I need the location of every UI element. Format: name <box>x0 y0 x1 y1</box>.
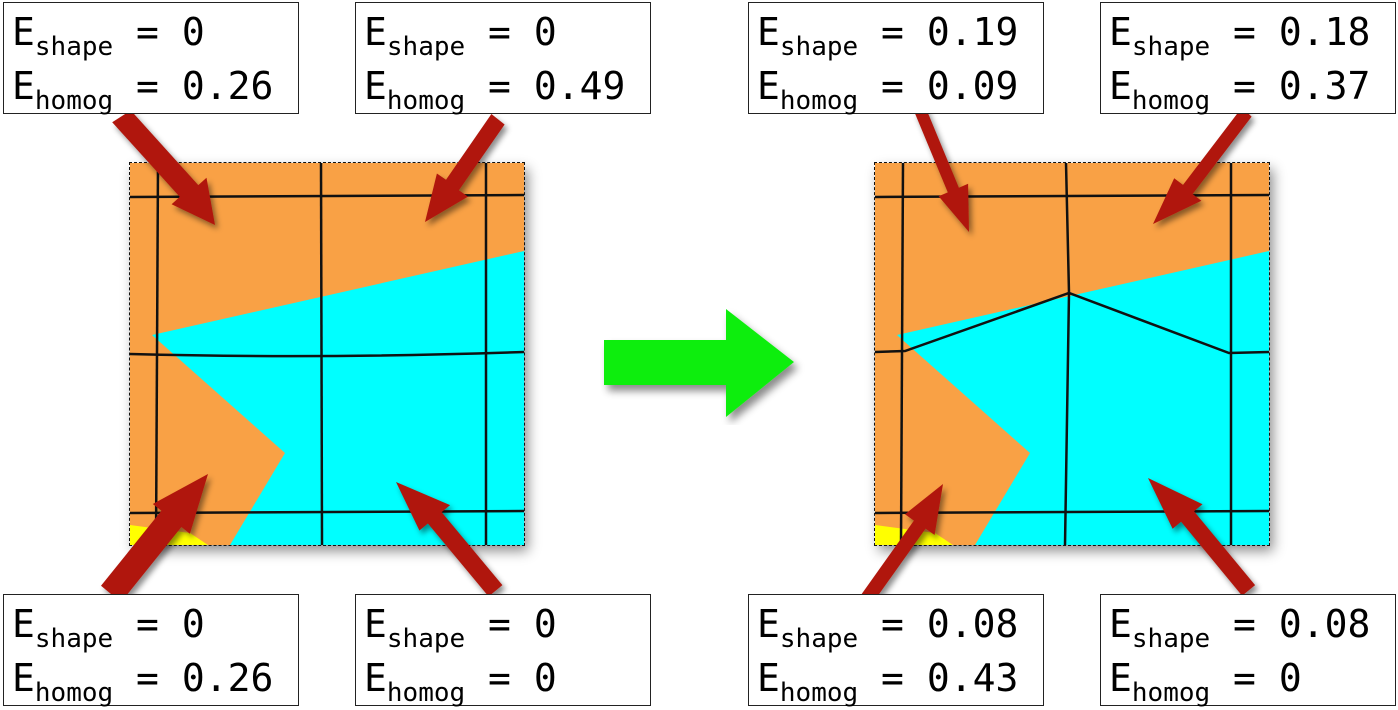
homog-energy-line: Ehomog = 0 <box>364 656 557 708</box>
shape-energy-value: 0 <box>533 602 557 646</box>
energy-box-before-bottom-left: Eshape = 0 Ehomog = 0.26 <box>3 594 299 708</box>
homog-energy-line: Ehomog = 0.49 <box>364 64 626 116</box>
shape-energy-value: 0 <box>533 10 557 54</box>
homog-energy-line: Ehomog = 0.26 <box>12 64 274 116</box>
energy-box-after-top-right: Eshape = 0.18 Ehomog = 0.37 <box>1100 2 1396 116</box>
homog-energy-value: 0.37 <box>1278 64 1371 108</box>
grid-line <box>1063 163 1071 545</box>
grid-line <box>899 163 905 545</box>
energy-box-after-bottom-left: Eshape = 0.08 Ehomog = 0.43 <box>748 594 1044 708</box>
shape-energy-line: Eshape = 0.08 <box>1109 602 1371 654</box>
shape-energy-line: Eshape = 0.18 <box>1109 10 1371 62</box>
cyan-region <box>152 251 524 545</box>
shape-energy-line: Eshape = 0.08 <box>757 602 1019 654</box>
homog-energy-value: 0.43 <box>926 656 1019 700</box>
shape-energy-value: 0.08 <box>1278 602 1371 646</box>
homog-energy-value: 0.26 <box>181 64 274 108</box>
energy-box-after-top-left: Eshape = 0.19 Ehomog = 0.09 <box>748 2 1044 116</box>
shape-energy-line: Eshape = 0 <box>12 10 205 62</box>
homog-energy-line: Ehomog = 0.43 <box>757 656 1019 708</box>
shape-energy-value: 0.19 <box>926 10 1019 54</box>
homog-energy-value: 0.26 <box>181 656 274 700</box>
grid-line <box>319 163 324 545</box>
homog-energy-value: 0.49 <box>533 64 626 108</box>
shape-energy-line: Eshape = 0 <box>364 10 557 62</box>
mesh-after <box>874 162 1270 546</box>
energy-box-before-top-left: Eshape = 0 Ehomog = 0.26 <box>3 2 299 116</box>
shape-energy-line: Eshape = 0 <box>364 602 557 654</box>
homog-energy-line: Ehomog = 0.37 <box>1109 64 1371 116</box>
homog-energy-value: 0 <box>1278 656 1302 700</box>
homog-energy-line: Ehomog = 0 <box>1109 656 1302 708</box>
shape-energy-value: 0.18 <box>1278 10 1371 54</box>
homog-energy-value: 0.09 <box>926 64 1019 108</box>
shape-energy-line: Eshape = 0 <box>12 602 205 654</box>
grid-line <box>130 350 524 358</box>
homog-energy-value: 0 <box>533 656 557 700</box>
shape-energy-line: Eshape = 0.19 <box>757 10 1019 62</box>
energy-box-after-bottom-right: Eshape = 0.08 Ehomog = 0 <box>1100 594 1396 708</box>
homog-energy-line: Ehomog = 0.09 <box>757 64 1019 116</box>
shape-energy-value: 0 <box>181 10 205 54</box>
homog-energy-line: Ehomog = 0.26 <box>12 656 274 708</box>
cyan-region <box>897 251 1269 545</box>
mesh-before <box>129 162 525 546</box>
energy-box-before-bottom-right: Eshape = 0 Ehomog = 0 <box>355 594 651 708</box>
right-arrow-icon <box>604 309 794 417</box>
shape-energy-value: 0.08 <box>926 602 1019 646</box>
shape-energy-value: 0 <box>181 602 205 646</box>
energy-box-before-top-right: Eshape = 0 Ehomog = 0.49 <box>355 2 651 116</box>
